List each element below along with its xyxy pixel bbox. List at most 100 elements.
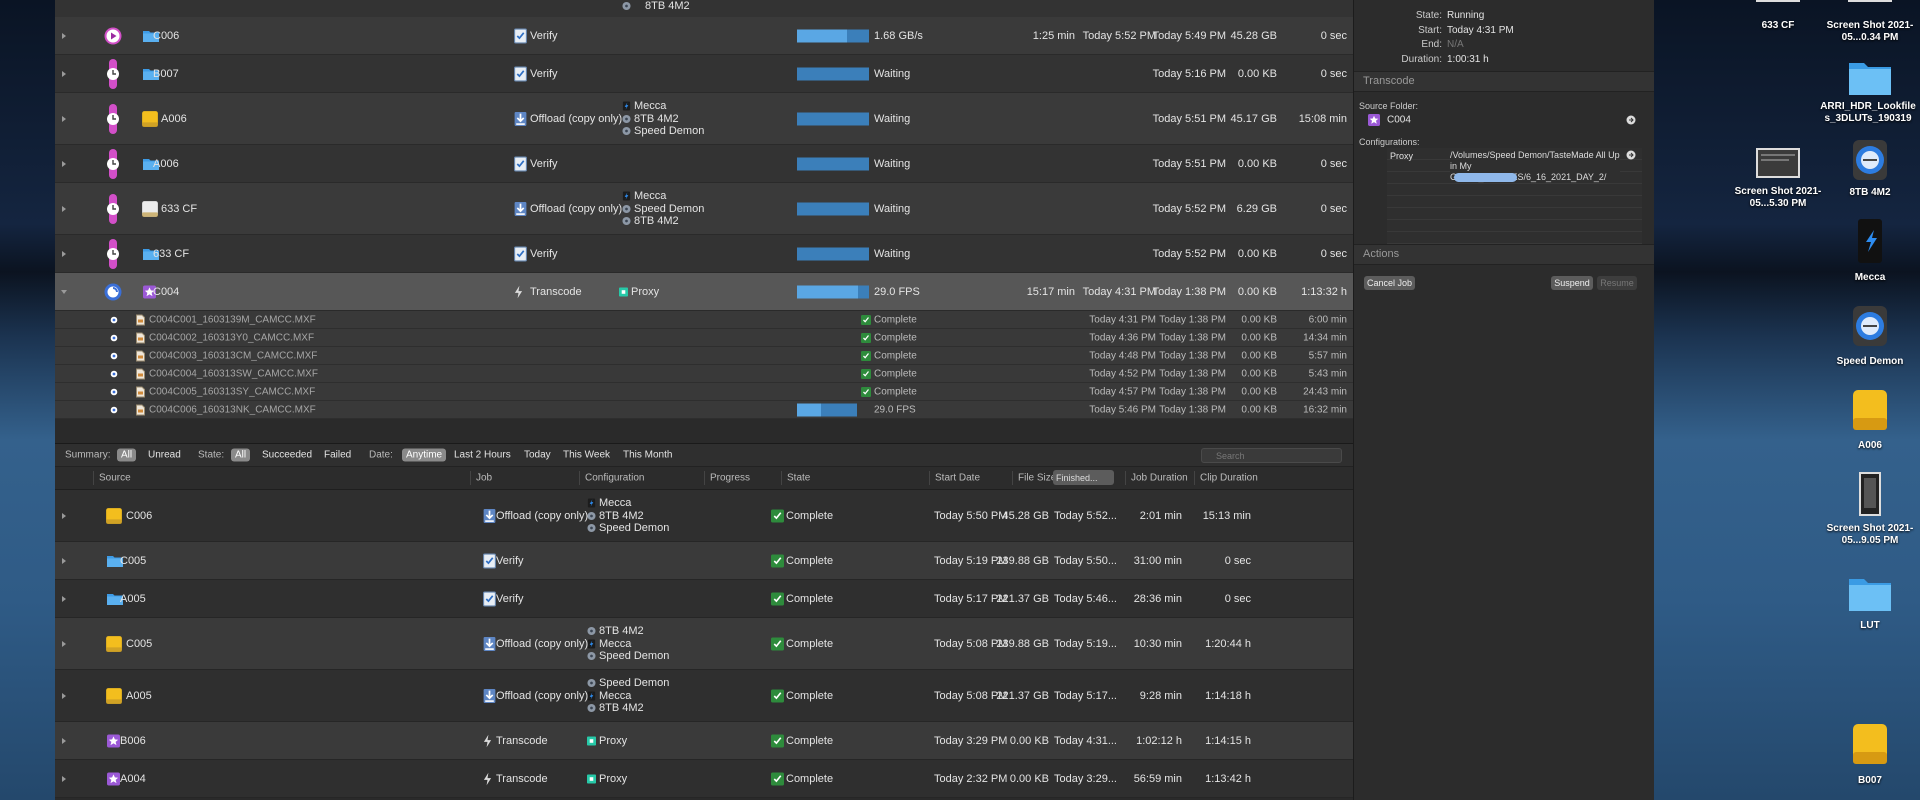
- reveal-button-part: [1629, 117, 1634, 123]
- desktop-icon[interactable]: [1848, 576, 1892, 612]
- column-title[interactable]: Job Duration: [1131, 472, 1188, 484]
- desktop-icon[interactable]: [1850, 218, 1890, 264]
- desktop-icon[interactable]: [1848, 60, 1892, 96]
- folder: [143, 68, 159, 80]
- config-name: Mecca: [599, 689, 632, 702]
- action-button[interactable]: Cancel Job: [1364, 276, 1415, 290]
- field-label: State:: [1415, 10, 1442, 21]
- source-folder-name: C004: [1387, 114, 1411, 126]
- drive-icon-part: [142, 110, 158, 127]
- job-name: Offload (copy only): [530, 202, 623, 215]
- job-icon: [483, 733, 492, 748]
- filter-option[interactable]: Today: [524, 449, 551, 461]
- column-title[interactable]: Start Date: [935, 472, 981, 484]
- column-title[interactable]: Clip Duration: [1200, 472, 1258, 484]
- history-row[interactable]: A004 Transcode Proxy Complete Today 2:32 PM 0…: [55, 760, 1353, 798]
- desktop-icon[interactable]: [1848, 0, 1892, 2]
- history-row[interactable]: C006 Offload (copy only) Mecca 8TB 4M2 Speed…: [55, 490, 1353, 542]
- queue-row[interactable]: A006 Verify Waiting Today 5:51 PM 0.00 KB 0 s…: [55, 145, 1353, 183]
- file-icon: [136, 314, 145, 325]
- desktop-icon-part: [1853, 724, 1887, 764]
- queue-row[interactable]: C004 Transcode Proxy 29.0 FPS 15:17 min Today…: [55, 273, 1353, 311]
- column-title[interactable]: File Size: [1018, 472, 1057, 484]
- transcode-icon: [107, 734, 120, 747]
- config-name: Proxy: [1390, 151, 1414, 161]
- history-row[interactable]: C005 Offload (copy only) 8TB 4M2 Mecca Speed…: [55, 618, 1353, 670]
- job-duration: 31:00 min: [1133, 554, 1182, 567]
- filter-option[interactable]: Failed: [324, 449, 352, 461]
- finished: Today 5:50...: [1054, 554, 1117, 567]
- history-row[interactable]: A005 Verify Complete Today 5:17 PM 221.37 GB…: [55, 580, 1353, 618]
- desktop-label: 633 CF: [1761, 20, 1795, 31]
- config-icon-part: [590, 526, 593, 530]
- action-button[interactable]: Resume: [1597, 276, 1637, 290]
- history-row[interactable]: A005 Offload (copy only) Speed Demon Mecca 8…: [55, 670, 1353, 722]
- desktop-icon[interactable]: [1756, 0, 1800, 2]
- job-icon-part: [516, 203, 525, 212]
- config-name: Mecca: [599, 637, 632, 650]
- transcode-icon-part: [107, 734, 120, 747]
- column-divider: [929, 471, 930, 485]
- queue-row[interactable]: A006 Offload (copy only) Mecca 8TB 4M2 Speed…: [55, 93, 1353, 145]
- desktop-icon[interactable]: [1850, 304, 1890, 348]
- desktop-icon[interactable]: [1850, 722, 1890, 766]
- filter-option[interactable]: All: [231, 448, 251, 462]
- reveal-button: [1626, 115, 1636, 125]
- filter-option[interactable]: Succeeded: [262, 449, 313, 461]
- sort-dropdown[interactable]: Finished...: [1053, 470, 1114, 485]
- queue-row[interactable]: 633 CF Offload (copy only) Mecca Speed Demo…: [55, 183, 1353, 235]
- state-icon-part: [773, 736, 782, 744]
- column-title[interactable]: State: [787, 472, 811, 484]
- filter-option[interactable]: This Week: [563, 449, 611, 461]
- state: Complete: [786, 689, 834, 702]
- clip-status-part: [112, 408, 116, 411]
- config-icon: [622, 1, 631, 10]
- finished: Today 5:52...: [1054, 509, 1117, 522]
- filter-option[interactable]: Unread: [148, 449, 181, 461]
- queue-row[interactable]: C006 Verify 1.68 GB/s 1:25 min Today 5:52 PM…: [55, 17, 1353, 55]
- desktop-icon[interactable]: [1756, 148, 1800, 178]
- action-button[interactable]: Suspend: [1551, 276, 1593, 290]
- source-name: 633 CF: [153, 247, 190, 260]
- desktop-label: Screen Shot 2021-05...5.30 PM: [1734, 186, 1822, 209]
- start-time: Today 5:16 PM: [1152, 67, 1226, 80]
- job-icon-part: [483, 553, 496, 568]
- config-icon-part: [625, 4, 628, 7]
- drive-icon-part: [106, 687, 122, 704]
- desktop-icon[interactable]: [1850, 138, 1890, 182]
- duration: 0 sec: [1320, 29, 1347, 42]
- column-title[interactable]: Job: [476, 472, 493, 484]
- edit-settings-button[interactable]: [1454, 173, 1517, 182]
- config-icon-part: [587, 678, 596, 688]
- column-title[interactable]: Source: [99, 472, 131, 484]
- history-row[interactable]: C005 Verify Complete Today 5:19 PM 239.88 GB…: [55, 542, 1353, 580]
- job-duration: 9:28 min: [1139, 689, 1182, 702]
- progress-text: Waiting: [874, 67, 911, 80]
- clip-duration: 1:13:42 h: [1205, 772, 1251, 785]
- disclosure-part: [62, 70, 66, 77]
- complete-icon-part: [863, 352, 869, 359]
- filter-option[interactable]: This Month: [623, 449, 673, 461]
- desktop-icon-part: [1756, 148, 1800, 178]
- search-field[interactable]: Search: [1201, 448, 1342, 463]
- disclosure: [60, 512, 68, 520]
- job-name: Transcode: [530, 285, 582, 298]
- file-icon: [136, 332, 145, 343]
- history-row[interactable]: B006 Transcode Proxy Complete Today 3:29 PM 0…: [55, 722, 1353, 760]
- filter-option[interactable]: Anytime: [402, 448, 447, 462]
- column-title[interactable]: Configuration: [585, 472, 645, 484]
- queue-row[interactable]: B007 Verify Waiting Today 5:16 PM 0.00 KB 0 s…: [55, 55, 1353, 93]
- desktop-icon[interactable]: [1859, 472, 1881, 516]
- filter-option[interactable]: All: [117, 448, 137, 462]
- reveal-button-part: [1626, 115, 1636, 125]
- config-icon-part: [589, 499, 594, 507]
- start-time: Today 5:52 PM: [1152, 247, 1226, 260]
- desktop-icon[interactable]: [1850, 388, 1890, 432]
- queue-row[interactable]: 633 CF Verify Waiting Today 5:52 PM 0.00 KB 0…: [55, 235, 1353, 273]
- column-header: Source Job Configuration Progress State Start…: [55, 467, 1353, 490]
- filter-option[interactable]: Last 2 Hours: [454, 449, 511, 461]
- finish-time: Today 4:31 PM: [1082, 285, 1156, 298]
- config-icon: [622, 101, 631, 111]
- column-title[interactable]: Progress: [710, 472, 751, 484]
- job-icon-part: [483, 591, 496, 606]
